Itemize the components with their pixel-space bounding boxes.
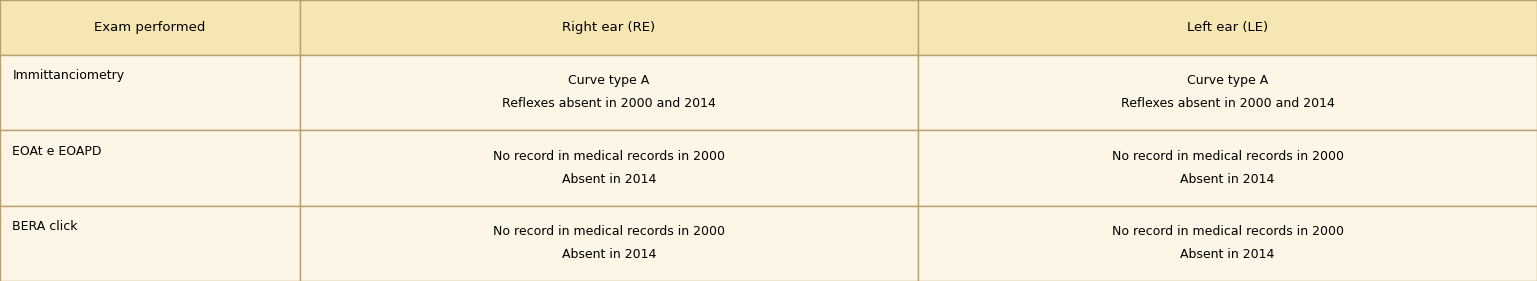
- Text: No record in medical records in 2000
Absent in 2014: No record in medical records in 2000 Abs…: [1111, 225, 1343, 261]
- Bar: [919, 0, 1537, 55]
- Text: BERA click: BERA click: [12, 220, 78, 233]
- Text: EOAt e EOAPD: EOAt e EOAPD: [12, 145, 101, 158]
- Bar: [919, 206, 1537, 281]
- Text: No record in medical records in 2000
Absent in 2014: No record in medical records in 2000 Abs…: [1111, 150, 1343, 186]
- Text: Curve type A
Reflexes absent in 2000 and 2014: Curve type A Reflexes absent in 2000 and…: [503, 74, 716, 110]
- Bar: [0, 0, 300, 55]
- Bar: [0, 55, 300, 130]
- Text: No record in medical records in 2000
Absent in 2014: No record in medical records in 2000 Abs…: [493, 150, 725, 186]
- Bar: [0, 206, 300, 281]
- Bar: [919, 55, 1537, 130]
- Bar: [300, 206, 919, 281]
- Bar: [0, 130, 300, 206]
- Text: Exam performed: Exam performed: [94, 21, 206, 34]
- Text: Left ear (LE): Left ear (LE): [1187, 21, 1268, 34]
- Bar: [919, 130, 1537, 206]
- Text: Curve type A
Reflexes absent in 2000 and 2014: Curve type A Reflexes absent in 2000 and…: [1120, 74, 1334, 110]
- Bar: [300, 55, 919, 130]
- Text: No record in medical records in 2000
Absent in 2014: No record in medical records in 2000 Abs…: [493, 225, 725, 261]
- Text: Immittanciometry: Immittanciometry: [12, 69, 124, 82]
- Bar: [300, 130, 919, 206]
- Text: Right ear (RE): Right ear (RE): [563, 21, 656, 34]
- Bar: [300, 0, 919, 55]
